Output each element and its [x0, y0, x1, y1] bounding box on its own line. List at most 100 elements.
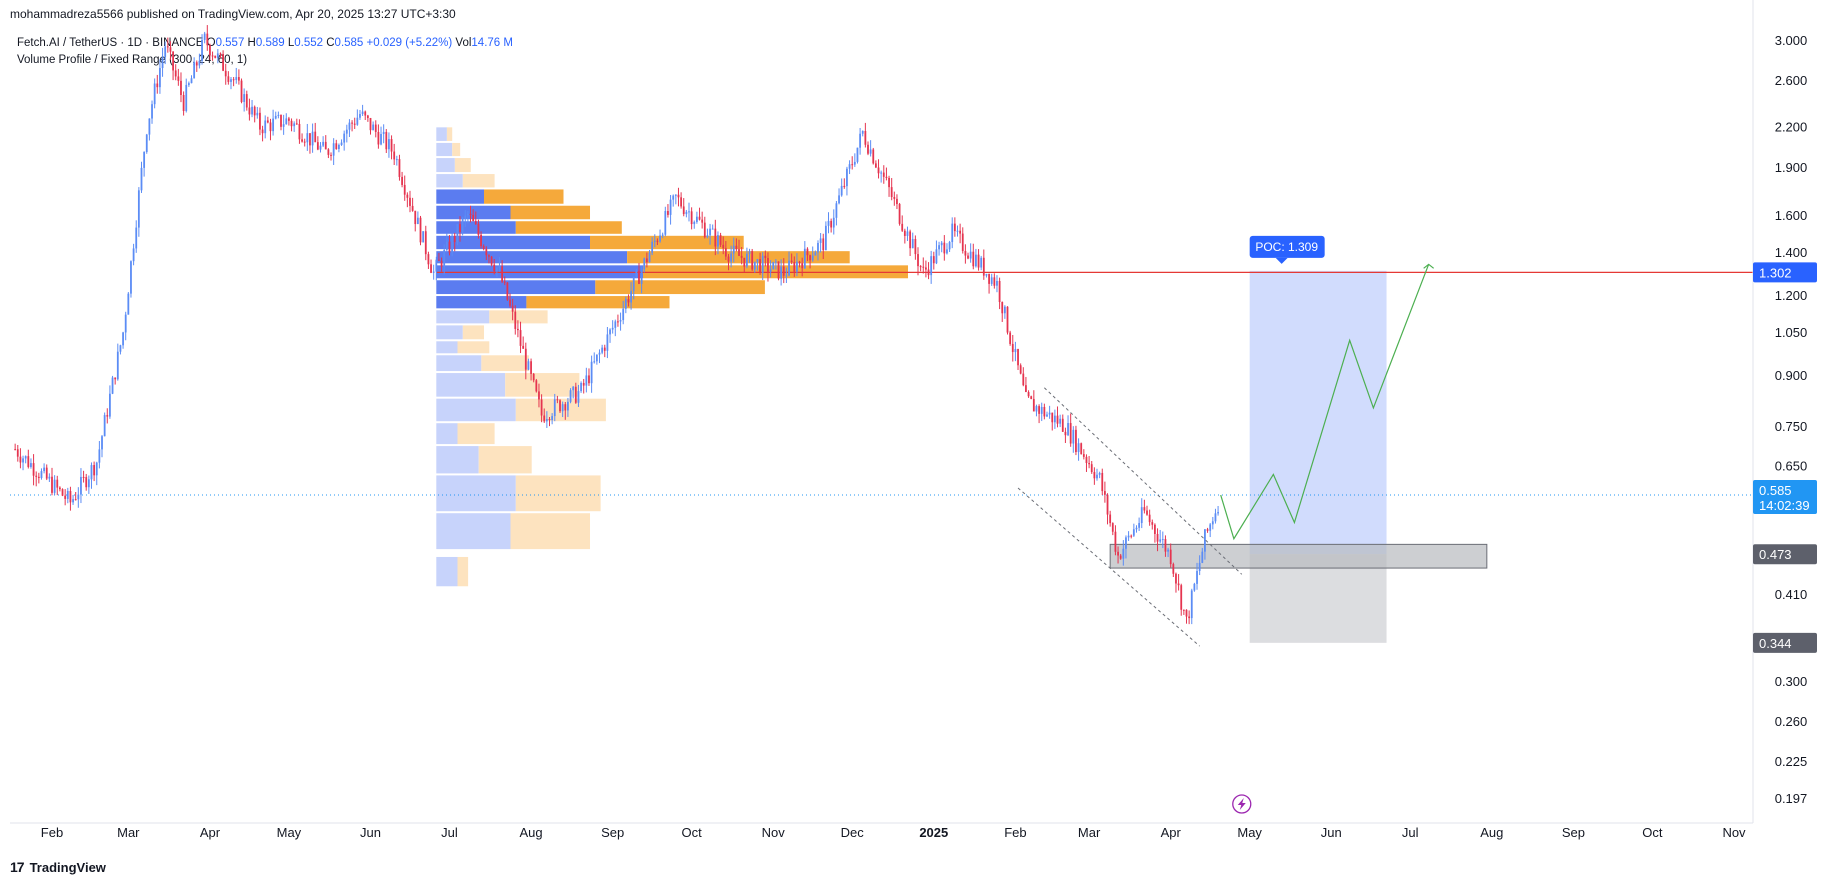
candle-body — [1119, 555, 1122, 559]
candle-body — [1025, 385, 1027, 393]
candle-body — [388, 139, 390, 150]
vp-row-down — [462, 325, 485, 340]
candle-body — [419, 217, 422, 243]
candle-body — [401, 176, 403, 185]
candle-body — [506, 282, 509, 300]
y-tick-label: 0.225 — [1775, 754, 1808, 769]
vp-row-up — [436, 296, 527, 309]
candle-body — [185, 84, 188, 111]
candle-body — [87, 479, 90, 488]
candle-body — [56, 479, 59, 488]
candle-body — [724, 248, 727, 257]
candle-body — [340, 142, 343, 145]
y-tick-label: 1.200 — [1775, 288, 1808, 303]
candle-body — [530, 361, 532, 374]
candle-body — [809, 255, 811, 261]
x-tick-label: Aug — [1480, 825, 1503, 840]
candle-body — [480, 234, 482, 246]
candle-body — [598, 352, 601, 355]
indicator-label[interactable]: Volume Profile / Fixed Range (300, 24, 6… — [17, 54, 248, 66]
vp-row-down — [510, 205, 591, 220]
candle-body — [1114, 531, 1117, 552]
candle-body — [630, 291, 632, 303]
candle-body — [785, 275, 788, 277]
stop-badge-text: 0.344 — [1759, 636, 1792, 651]
candle-body — [864, 131, 867, 145]
candle-body — [393, 151, 396, 160]
candle-body — [898, 204, 901, 224]
change-value: +0.029 (+5.22%) — [366, 37, 453, 49]
candle-body — [872, 149, 875, 164]
candle-body — [553, 399, 556, 417]
candle-body — [622, 308, 625, 321]
candle-body — [153, 83, 156, 105]
support-badge-box — [1753, 544, 1817, 565]
candle-body — [680, 197, 683, 207]
candle-body — [140, 167, 143, 191]
candle-body — [714, 228, 717, 247]
candle-body — [335, 143, 338, 150]
vp-row-up — [436, 127, 447, 141]
vp-row-down — [457, 423, 495, 445]
x-tick-label: May — [277, 825, 302, 840]
vp-row-up — [436, 280, 596, 295]
candle-body — [280, 114, 282, 127]
candle-body — [667, 211, 669, 215]
candle-body — [1011, 343, 1014, 353]
candle-body — [322, 141, 325, 146]
candle-body — [922, 266, 925, 268]
candle-body — [145, 134, 148, 152]
candle-body — [248, 107, 251, 115]
y-tick-label: 0.197 — [1775, 791, 1808, 806]
candle-body — [1132, 529, 1135, 536]
candle-body — [203, 33, 206, 40]
tradingview-logo-icon: 17 — [10, 859, 25, 875]
target-zone — [1249, 270, 1387, 555]
x-tick-label: Sep — [1562, 825, 1585, 840]
candle-body — [85, 477, 88, 488]
candle-body — [874, 163, 877, 168]
candle-body — [511, 305, 514, 312]
candle-body — [143, 151, 146, 168]
vp-row-up — [436, 341, 458, 354]
candle-body — [601, 347, 604, 353]
candle-body — [232, 79, 235, 81]
x-tick-label: Feb — [41, 825, 63, 840]
candle-body — [1040, 406, 1043, 414]
candle-body — [51, 476, 53, 493]
candle-body — [219, 53, 222, 55]
y-tick-label: 2.600 — [1775, 73, 1808, 88]
vp-row-down — [457, 556, 469, 587]
candle-body — [838, 195, 840, 204]
candle-body — [409, 197, 411, 206]
candle-body — [285, 118, 288, 125]
candles — [14, 25, 1219, 625]
candle-body — [856, 147, 859, 162]
candle-body — [885, 176, 888, 178]
candle-body — [198, 60, 201, 66]
vp-row-up — [436, 189, 485, 204]
candle-body — [1032, 398, 1035, 412]
candle-body — [695, 216, 698, 222]
candle-body — [701, 219, 704, 223]
candle-body — [366, 115, 369, 118]
candle-body — [259, 112, 261, 130]
candle-body — [1204, 529, 1206, 552]
candle-body — [617, 321, 619, 323]
symbol-label[interactable]: Fetch.AI / TetherUS · 1D · BINANCE — [17, 37, 204, 49]
candle-body — [264, 120, 267, 134]
tradingview-logo[interactable]: 17 TradingView — [10, 859, 106, 875]
y-tick-label: 0.260 — [1775, 714, 1808, 729]
candle-body — [469, 213, 472, 215]
candle-body — [556, 399, 559, 401]
high-value: 0.589 — [255, 37, 285, 49]
candle-body — [643, 258, 646, 270]
candle-body — [351, 122, 353, 124]
candle-body — [975, 254, 977, 267]
candle-body — [880, 172, 883, 174]
candle-body — [306, 133, 309, 143]
candle-body — [1167, 549, 1169, 552]
candle-body — [903, 230, 906, 236]
candle-body — [1061, 418, 1064, 432]
